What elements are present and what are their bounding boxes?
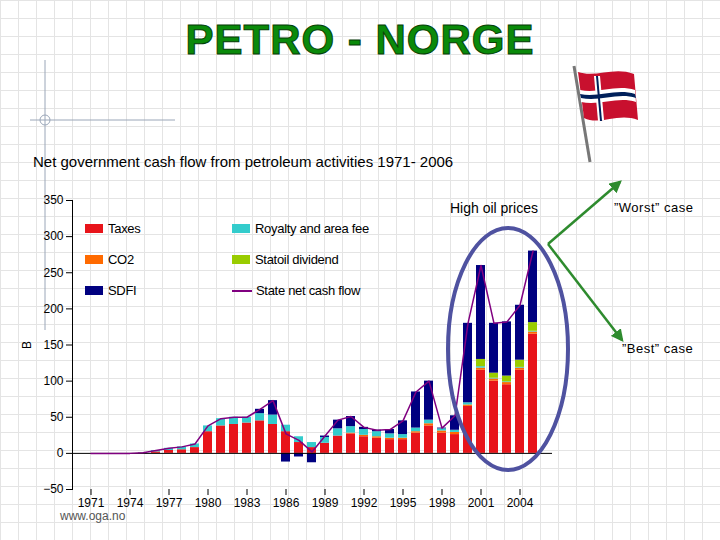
svg-text:200: 200 bbox=[43, 302, 63, 316]
svg-text:150: 150 bbox=[43, 338, 63, 352]
svg-text:1983: 1983 bbox=[234, 496, 261, 510]
html-text:”Best” case: ”Best” case bbox=[622, 341, 694, 356]
html-text:SDFI: SDFI bbox=[108, 283, 137, 298]
svg-text:2004: 2004 bbox=[507, 496, 534, 510]
svg-text:0: 0 bbox=[57, 446, 64, 460]
svg-text:350: 350 bbox=[43, 193, 63, 207]
svg-text:1977: 1977 bbox=[156, 496, 183, 510]
svg-text:−50: −50 bbox=[43, 482, 64, 496]
html-text:Statoil dividend: Statoil dividend bbox=[255, 252, 339, 267]
svg-text:1989: 1989 bbox=[312, 496, 339, 510]
svg-text:1971: 1971 bbox=[78, 496, 105, 510]
html-text:Net government cash flow from: Net government cash flow from petroleum … bbox=[33, 153, 454, 170]
html-text:Royalty and area fee: Royalty and area fee bbox=[255, 221, 369, 236]
svg-text:B: B bbox=[20, 341, 34, 349]
svg-text:1992: 1992 bbox=[351, 496, 378, 510]
svg-text:1980: 1980 bbox=[195, 496, 222, 510]
svg-text:1995: 1995 bbox=[390, 496, 417, 510]
html-text:Taxes: Taxes bbox=[108, 221, 141, 236]
svg-text:1986: 1986 bbox=[273, 496, 300, 510]
html-text:State net cash flow: State net cash flow bbox=[256, 283, 361, 298]
svg-text:250: 250 bbox=[43, 266, 63, 280]
html-text:High oil prices: High oil prices bbox=[450, 200, 538, 216]
html-text:PETRO - NORGE: PETRO - NORGE bbox=[185, 16, 535, 63]
svg-text:100: 100 bbox=[43, 374, 63, 388]
html-text:”Worst” case: ”Worst” case bbox=[614, 200, 694, 215]
html-text:CO2: CO2 bbox=[108, 252, 134, 267]
svg-text:50: 50 bbox=[50, 410, 64, 424]
svg-text:1998: 1998 bbox=[429, 496, 456, 510]
svg-text:1974: 1974 bbox=[117, 496, 144, 510]
html-text:www.oga.no: www.oga.no bbox=[60, 509, 126, 523]
svg-text:300: 300 bbox=[43, 229, 63, 243]
svg-text:2001: 2001 bbox=[468, 496, 495, 510]
